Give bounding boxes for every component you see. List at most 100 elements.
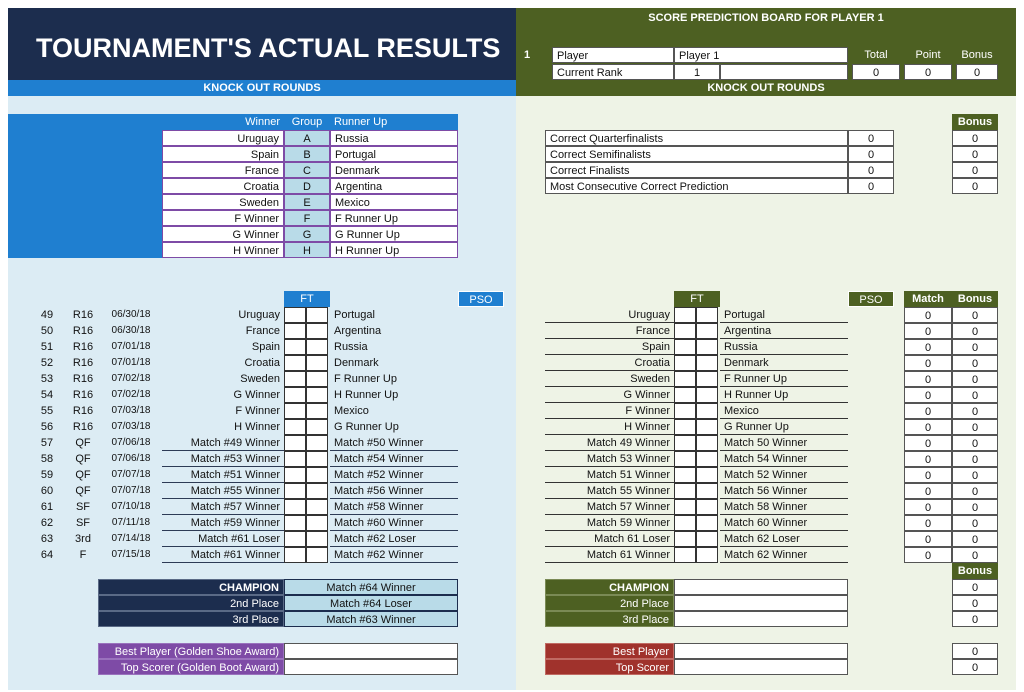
home-score-input[interactable] xyxy=(284,307,306,323)
home-score-input[interactable] xyxy=(284,467,306,483)
match-round: R16 xyxy=(72,389,94,401)
predicted-home-score[interactable] xyxy=(674,531,696,547)
predicted-home-score[interactable] xyxy=(674,467,696,483)
predicted-award-input[interactable] xyxy=(674,659,848,675)
predicted-away-score[interactable] xyxy=(696,499,718,515)
player-number: 1 xyxy=(524,49,531,61)
away-score-input[interactable] xyxy=(306,435,328,451)
predicted-away-score[interactable] xyxy=(696,371,718,387)
predicted-away-score[interactable] xyxy=(696,467,718,483)
match-number: 50 xyxy=(40,325,54,337)
predicted-home-score[interactable] xyxy=(674,483,696,499)
predicted-away-team: Russia xyxy=(720,339,848,355)
award-input[interactable] xyxy=(284,659,458,675)
prediction-value: 0 xyxy=(848,146,894,162)
predicted-away-score[interactable] xyxy=(696,355,718,371)
predicted-home-score[interactable] xyxy=(674,419,696,435)
player-name-field[interactable]: Player 1 xyxy=(674,47,848,63)
award-bonus: 0 xyxy=(952,643,998,659)
home-score-input[interactable] xyxy=(284,483,306,499)
home-score-input[interactable] xyxy=(284,323,306,339)
away-score-input[interactable] xyxy=(306,371,328,387)
predicted-placing-input[interactable] xyxy=(674,595,848,611)
away-score-input[interactable] xyxy=(306,419,328,435)
prediction-label: Correct Semifinalists xyxy=(545,146,848,162)
predicted-home-score[interactable] xyxy=(674,435,696,451)
predicted-placing-input[interactable] xyxy=(674,579,848,595)
away-score-input[interactable] xyxy=(306,499,328,515)
home-score-input[interactable] xyxy=(284,387,306,403)
predicted-home-team: Match 59 Winner xyxy=(545,515,674,531)
away-score-input[interactable] xyxy=(306,323,328,339)
home-score-input[interactable] xyxy=(284,419,306,435)
home-team: Match #61 Winner xyxy=(162,547,284,563)
home-score-input[interactable] xyxy=(284,355,306,371)
predicted-placing-input[interactable] xyxy=(674,611,848,627)
rank-label: Current Rank xyxy=(552,64,674,80)
predicted-home-team: H Winner xyxy=(545,419,674,435)
away-score-input[interactable] xyxy=(306,355,328,371)
predicted-home-score[interactable] xyxy=(674,547,696,563)
predicted-home-score[interactable] xyxy=(674,339,696,355)
predicted-home-score[interactable] xyxy=(674,323,696,339)
away-score-input[interactable] xyxy=(306,339,328,355)
predicted-away-team: Denmark xyxy=(720,355,848,371)
predicted-away-team: Match 58 Winner xyxy=(720,499,848,515)
match-points: 0 xyxy=(904,515,952,531)
away-score-input[interactable] xyxy=(306,387,328,403)
away-team: Russia xyxy=(334,341,368,353)
home-score-input[interactable] xyxy=(284,451,306,467)
predicted-home-score[interactable] xyxy=(674,355,696,371)
home-score-input[interactable] xyxy=(284,435,306,451)
away-score-input[interactable] xyxy=(306,451,328,467)
predicted-away-score[interactable] xyxy=(696,531,718,547)
predicted-away-score[interactable] xyxy=(696,515,718,531)
predicted-home-score[interactable] xyxy=(674,371,696,387)
predicted-home-score[interactable] xyxy=(674,387,696,403)
predicted-home-score[interactable] xyxy=(674,451,696,467)
away-team: H Runner Up xyxy=(334,389,399,401)
home-score-input[interactable] xyxy=(284,531,306,547)
match-round: 3rd xyxy=(75,533,91,545)
match-bonus: 0 xyxy=(952,467,998,483)
predicted-home-score[interactable] xyxy=(674,499,696,515)
home-score-input[interactable] xyxy=(284,515,306,531)
home-score-input[interactable] xyxy=(284,547,306,563)
away-score-input[interactable] xyxy=(306,547,328,563)
away-score-input[interactable] xyxy=(306,483,328,499)
away-score-input[interactable] xyxy=(306,531,328,547)
group-letter: H xyxy=(284,242,330,258)
predicted-home-score[interactable] xyxy=(674,307,696,323)
predicted-away-score[interactable] xyxy=(696,451,718,467)
predicted-home-score[interactable] xyxy=(674,515,696,531)
award-input[interactable] xyxy=(284,643,458,659)
away-score-input[interactable] xyxy=(306,403,328,419)
predicted-home-team: Match 49 Winner xyxy=(545,435,674,451)
predicted-away-score[interactable] xyxy=(696,307,718,323)
predicted-away-score[interactable] xyxy=(696,323,718,339)
home-score-input[interactable] xyxy=(284,403,306,419)
match-date: 07/14/18 xyxy=(111,533,151,544)
away-score-input[interactable] xyxy=(306,307,328,323)
away-score-input[interactable] xyxy=(306,515,328,531)
away-score-input[interactable] xyxy=(306,467,328,483)
predicted-away-score[interactable] xyxy=(696,339,718,355)
predicted-award-input[interactable] xyxy=(674,643,848,659)
predicted-away-score[interactable] xyxy=(696,483,718,499)
predicted-away-score[interactable] xyxy=(696,435,718,451)
award-label: Top Scorer (Golden Boot Award) xyxy=(98,659,284,675)
predicted-away-score[interactable] xyxy=(696,419,718,435)
predicted-home-score[interactable] xyxy=(674,403,696,419)
match-points: 0 xyxy=(904,339,952,355)
home-score-input[interactable] xyxy=(284,371,306,387)
placing-value: Match #64 Loser xyxy=(284,595,458,611)
home-score-input[interactable] xyxy=(284,499,306,515)
match-date: 07/01/18 xyxy=(111,357,151,368)
predicted-away-score[interactable] xyxy=(696,403,718,419)
predicted-away-score[interactable] xyxy=(696,547,718,563)
group-runner-up: Mexico xyxy=(330,194,458,210)
ft-header-left: FT xyxy=(284,291,330,307)
predicted-away-score[interactable] xyxy=(696,387,718,403)
placing-bonus: 0 xyxy=(952,579,998,595)
home-score-input[interactable] xyxy=(284,339,306,355)
